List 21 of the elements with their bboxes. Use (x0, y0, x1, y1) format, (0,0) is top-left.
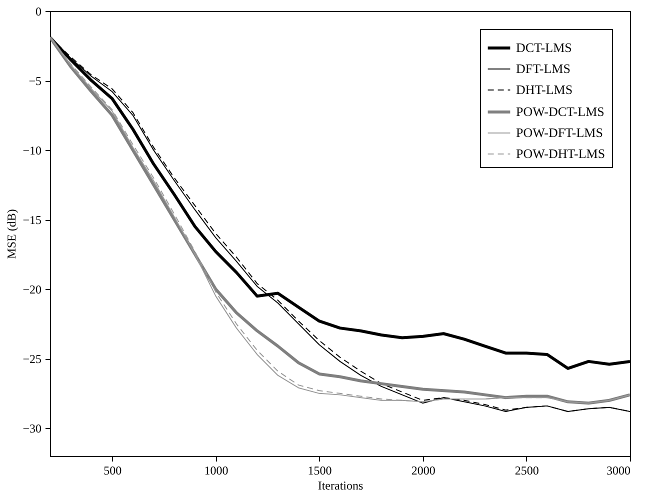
y-axis-title: MSE (dB) (4, 209, 19, 259)
y-tick-label: 0 (36, 4, 42, 18)
legend-label: DCT-LMS (516, 40, 572, 55)
x-tick-label: 2500 (514, 464, 539, 478)
x-tick-label: 1000 (204, 464, 228, 478)
y-tick-label: −25 (22, 352, 42, 366)
x-tick-label: 2000 (411, 464, 436, 478)
x-tick-label: 500 (104, 464, 122, 478)
x-tick-label: 1500 (308, 464, 332, 478)
y-tick-label: −5 (28, 74, 42, 88)
x-tick-label: 3000 (606, 464, 630, 478)
legend-label: POW-DCT-LMS (516, 104, 604, 119)
y-tick-label: −15 (22, 213, 42, 228)
y-tick-label: −20 (22, 282, 42, 297)
legend-label: DFT-LMS (516, 61, 570, 76)
y-tick-label: −30 (22, 422, 42, 436)
x-axis-title: Iterations (318, 478, 364, 492)
legend-label: DHT-LMS (516, 82, 573, 97)
y-tick-label: −10 (22, 144, 42, 158)
legend-label: POW-DHT-LMS (516, 146, 606, 161)
legend-label: POW-DFT-LMS (516, 125, 603, 140)
